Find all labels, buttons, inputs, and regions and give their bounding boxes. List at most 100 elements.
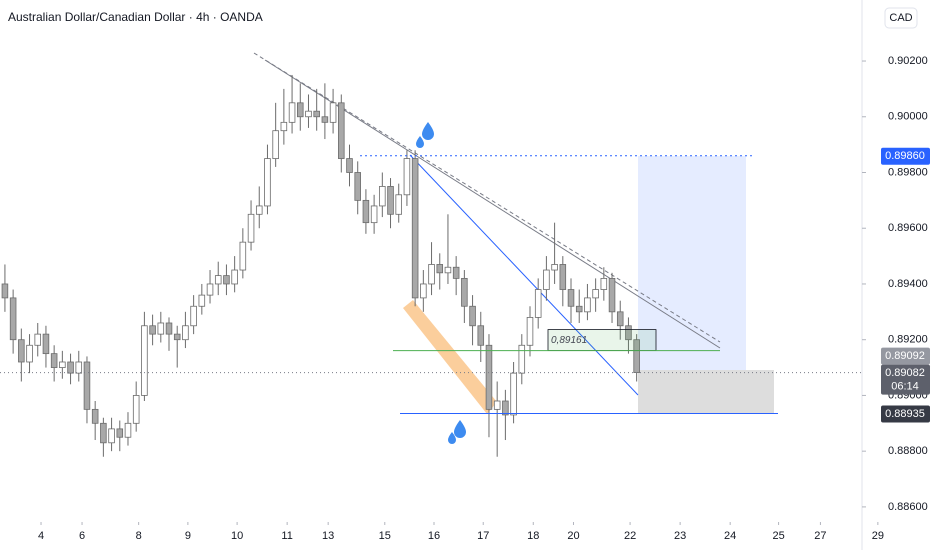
- x-tick-label: 13: [322, 530, 334, 542]
- candle-body: [149, 325, 156, 335]
- x-tick-label: 10: [231, 530, 243, 542]
- candle-body: [370, 205, 378, 224]
- candle-body: [206, 283, 214, 296]
- x-tick-label: 4: [38, 530, 44, 542]
- candle-body: [395, 194, 402, 215]
- y-tick-label: 0.88600: [888, 501, 928, 513]
- candle-body: [584, 297, 591, 313]
- price-label: 0.88935: [885, 408, 925, 420]
- candle-body: [354, 172, 361, 201]
- candles: [1, 74, 640, 457]
- x-tick-label: 6: [79, 530, 85, 542]
- level-box-label: 0,89161: [551, 335, 587, 346]
- candle-body: [59, 361, 66, 368]
- highlight-band: [403, 300, 497, 414]
- y-tick-label: 0.90200: [888, 55, 928, 67]
- candle-body: [452, 266, 460, 279]
- candle-body: [91, 408, 99, 424]
- candle-body: [403, 158, 411, 196]
- candle-body: [321, 116, 329, 123]
- candle-body: [67, 361, 74, 374]
- candle-body: [1, 283, 9, 299]
- candle-body: [436, 264, 444, 274]
- axes: 0.90200 0.90000 0.89800 0.89600 0.89400 0.892…: [38, 0, 930, 550]
- y-tick-label: 0.89200: [888, 334, 928, 346]
- candle-body: [600, 277, 608, 290]
- candle-body: [75, 361, 83, 374]
- candle-body: [141, 325, 148, 396]
- candle-body: [428, 264, 435, 285]
- candle-body: [264, 158, 271, 207]
- x-tick-label: 29: [872, 530, 884, 542]
- countdown: 06:14: [891, 380, 919, 392]
- candle-body: [313, 110, 320, 118]
- candle-body: [239, 241, 247, 271]
- candle-body: [493, 400, 501, 410]
- candle-body: [362, 199, 370, 224]
- y-tick-label: 0.89600: [888, 222, 928, 234]
- y-tick-label: 0.89800: [888, 166, 928, 178]
- candle-body: [272, 130, 279, 159]
- candle-body: [469, 305, 476, 327]
- candle-body: [247, 213, 255, 243]
- price-label-box: [881, 147, 930, 165]
- y-tick-label: 0.88800: [888, 445, 928, 457]
- drop-icon: [448, 420, 466, 444]
- candle-body: [592, 289, 599, 299]
- candle-body: [83, 361, 91, 410]
- levels: 0,89161: [0, 155, 862, 415]
- candle-body: [379, 186, 386, 207]
- candle-body: [485, 344, 493, 410]
- candle-body: [124, 422, 132, 438]
- y-tick-label: 0.90000: [888, 111, 928, 123]
- y-tick-label: 0.89400: [888, 278, 928, 290]
- candle-body: [444, 266, 452, 274]
- candle-body: [280, 121, 288, 132]
- candle-body: [173, 333, 181, 341]
- candle-body: [387, 186, 394, 215]
- candle-body: [214, 275, 222, 285]
- stop-zone: [638, 370, 774, 413]
- candle-body: [346, 158, 353, 173]
- candle-body: [616, 311, 624, 327]
- candle-body: [165, 322, 173, 335]
- candle-body: [575, 305, 583, 313]
- currency-button[interactable]: [884, 7, 918, 29]
- x-tick-label: 15: [379, 530, 391, 542]
- candle-body: [477, 325, 485, 346]
- price-label: 0.89082: [885, 367, 925, 379]
- price-label-box: [881, 347, 930, 365]
- candle-body: [534, 289, 542, 318]
- candle-body: [9, 297, 17, 341]
- candle-body: [338, 102, 345, 159]
- x-tick-label: 22: [624, 530, 636, 542]
- candle-body: [42, 333, 50, 355]
- x-tick-label: 18: [527, 530, 539, 542]
- candle-body: [567, 289, 575, 307]
- drop-icon: [416, 122, 434, 148]
- candle-body: [198, 294, 206, 307]
- candle-body: [100, 422, 107, 444]
- candle-body: [255, 205, 263, 215]
- currency[interactable]: CAD: [889, 12, 912, 24]
- candle-body: [132, 395, 140, 424]
- candle-body: [18, 339, 25, 363]
- candle-body: [559, 264, 567, 290]
- chart-title: Australian Dollar/Canadian Dollar · 4h ·…: [8, 10, 263, 24]
- x-tick-label: 20: [567, 530, 579, 542]
- price-label: 0.89092: [885, 350, 925, 362]
- candle-body: [108, 428, 115, 444]
- candle-body: [510, 372, 517, 416]
- candle-body: [420, 283, 427, 299]
- price-label: 0.89860: [885, 150, 925, 162]
- candle-body: [157, 322, 165, 335]
- x-tick-label: 16: [428, 530, 440, 542]
- x-tick-label: 8: [136, 530, 142, 542]
- x-tick-label: 25: [772, 530, 784, 542]
- candle-body: [329, 102, 337, 123]
- x-tick-label: 27: [814, 530, 826, 542]
- x-tick-label: 17: [477, 530, 489, 542]
- trendline-dashed: [253, 52, 721, 343]
